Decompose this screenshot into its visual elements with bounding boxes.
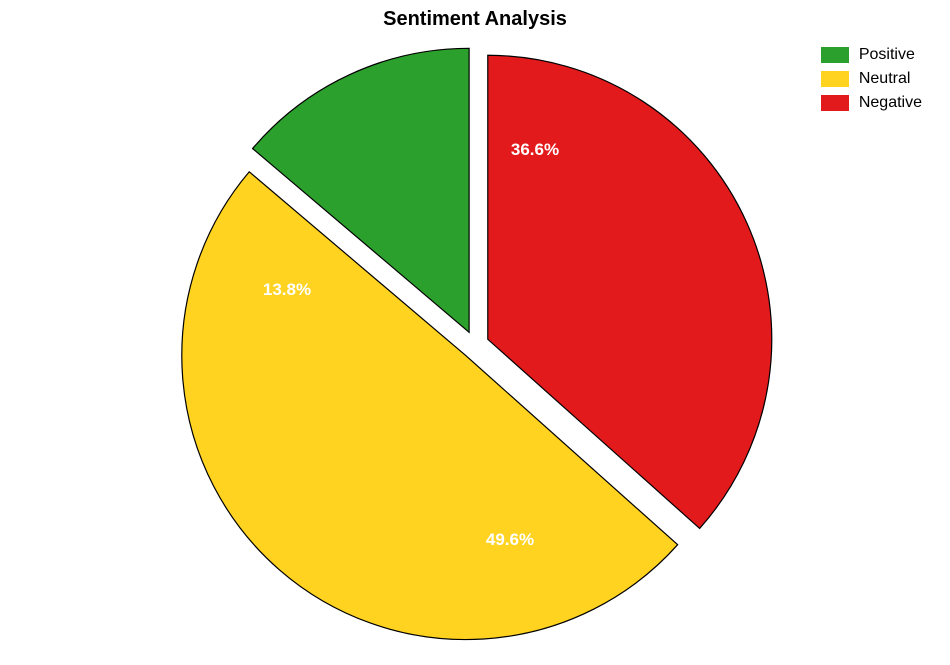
legend-item-neutral: Neutral (821, 70, 922, 88)
pie-chart (155, 25, 795, 665)
slice-label-positive: 13.8% (263, 280, 311, 300)
pie-slices (182, 48, 772, 639)
legend-swatch-positive (821, 47, 849, 63)
legend-item-positive: Positive (821, 46, 922, 64)
legend-swatch-neutral (821, 71, 849, 87)
slice-label-neutral: 49.6% (486, 530, 534, 550)
chart-container: Sentiment Analysis 36.6%49.6%13.8% Posit… (0, 0, 950, 662)
legend-label-neutral: Neutral (859, 70, 911, 88)
legend: Positive Neutral Negative (821, 46, 922, 118)
legend-item-negative: Negative (821, 94, 922, 112)
legend-swatch-negative (821, 95, 849, 111)
legend-label-negative: Negative (859, 94, 922, 112)
legend-label-positive: Positive (859, 46, 915, 64)
slice-label-negative: 36.6% (511, 140, 559, 160)
